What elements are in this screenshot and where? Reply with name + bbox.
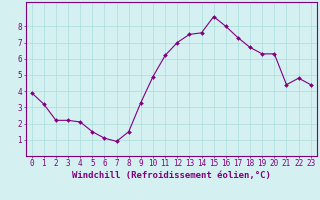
X-axis label: Windchill (Refroidissement éolien,°C): Windchill (Refroidissement éolien,°C)	[72, 171, 271, 180]
